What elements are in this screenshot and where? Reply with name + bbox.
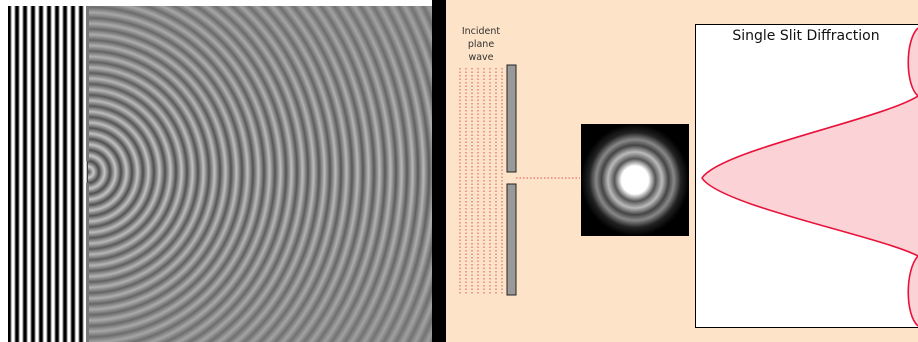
incident-label: wave bbox=[468, 52, 493, 63]
barrier bbox=[86, 183, 89, 342]
incident-label: Incident bbox=[462, 26, 501, 37]
barrier bbox=[86, 6, 89, 161]
wave-simulation bbox=[8, 6, 432, 342]
slit-barrier bbox=[507, 65, 516, 172]
incident-label: plane bbox=[468, 39, 495, 50]
wave-shading bbox=[88, 6, 432, 342]
divider bbox=[432, 0, 446, 342]
diffraction-pattern bbox=[581, 124, 689, 236]
diffraction-figure: Incident plane wave Single Slit Diffract… bbox=[0, 0, 918, 342]
plane-wave bbox=[8, 6, 88, 342]
slit-barrier bbox=[507, 184, 516, 295]
diagram-title: Single Slit Diffraction bbox=[732, 28, 879, 44]
